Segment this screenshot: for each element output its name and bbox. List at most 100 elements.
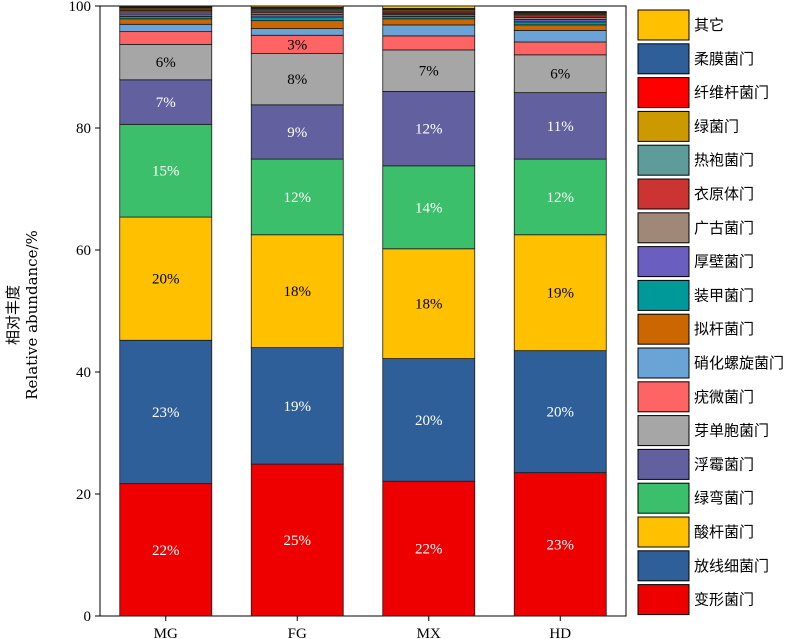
bar-segment [382, 480, 476, 617]
x-tick-label: FG [288, 626, 307, 639]
bar-segment-label: 11% [547, 119, 574, 135]
legend-swatch [637, 516, 690, 548]
bar-segment [382, 24, 476, 37]
legend-label: 其它 [694, 16, 724, 34]
legend-swatch [637, 381, 690, 413]
y-axis-label-english: Relative abundance/% [23, 230, 41, 400]
bar-segment-label: 6% [156, 55, 176, 71]
legend-swatch [637, 212, 690, 244]
y-tick-label: 20 [76, 487, 91, 503]
legend-item: 变形菌门 [637, 584, 754, 616]
legend-swatch [637, 9, 690, 41]
legend-item: 硝化螺旋菌门 [637, 347, 784, 379]
legend-item: 热袍菌门 [637, 144, 754, 176]
bar-segment-label: 9% [287, 125, 307, 141]
bar-segment [513, 158, 607, 236]
bar-segment-label: 15% [152, 164, 180, 180]
y-tick-label: 0 [84, 609, 92, 625]
bar-segment-label: 12% [284, 190, 312, 206]
y-tick-label: 40 [76, 365, 91, 381]
legend-swatch [637, 347, 690, 379]
legend-item: 绿菌门 [637, 110, 739, 142]
bar-segment-label: 7% [156, 95, 176, 111]
bar-segment-label: 3% [287, 37, 307, 53]
bar-segment [119, 5, 213, 8]
bars: 22% 23% 20% 15% 7% 6% 25% 19% 18% 12% 9% 8% 3% 22% 20%… [119, 5, 607, 617]
legend-label: 硝化螺旋菌门 [694, 354, 784, 372]
bar-segment-label: 22% [152, 543, 180, 559]
legend-swatch [637, 415, 690, 447]
legend-label: 热袍菌门 [694, 151, 754, 169]
legend-item: 装甲菌门 [637, 279, 754, 311]
bar-segment-label: 19% [547, 286, 575, 302]
legend-label: 绿菌门 [694, 117, 739, 135]
bar-stack-fg: 25% 19% 18% 12% 9% 8% 3% [250, 5, 344, 617]
bar-segment [382, 5, 476, 9]
bar-segment [513, 234, 607, 352]
bar-segment-label: 18% [415, 297, 443, 313]
legend-swatch [637, 110, 690, 142]
legend-swatch [637, 246, 690, 278]
bar-segment [250, 5, 344, 8]
legend-label: 芽单胞菌门 [694, 422, 769, 440]
bar-segment [382, 18, 476, 26]
bar-segment [119, 23, 213, 33]
legend-item: 酸杆菌门 [637, 516, 754, 548]
bar-segment [119, 44, 213, 81]
legend-item: 广古菌门 [637, 212, 754, 244]
bar-segment [250, 463, 344, 617]
bar-segment-label: 6% [550, 67, 570, 83]
legend-swatch [637, 550, 690, 582]
legend-swatch [637, 43, 690, 75]
bar-segment [250, 53, 344, 106]
legend-item: 厚壁菌门 [637, 246, 754, 278]
bar-segment [250, 20, 344, 29]
bar-segment-label: 23% [547, 537, 575, 553]
x-tick-label: MG [154, 626, 178, 639]
bar-segment-label: 8% [287, 72, 307, 88]
legend-label: 厚壁菌门 [694, 253, 754, 271]
bar-segment-label: 22% [415, 542, 443, 558]
bar-segment [119, 79, 213, 125]
legend-item: 柔膜菌门 [637, 43, 754, 75]
bar-segment [513, 350, 607, 474]
legend-label: 绿弯菌门 [694, 489, 754, 507]
bar-segment [119, 123, 213, 218]
bar-segment [382, 35, 476, 51]
legend-label: 疣微菌门 [694, 388, 754, 406]
bar-segment [513, 11, 607, 13]
bar-segment [250, 16, 344, 22]
legend-label: 变形菌门 [694, 591, 754, 609]
legend-label: 柔膜菌门 [694, 50, 754, 68]
bar-segment [119, 18, 213, 25]
legend-swatch [637, 482, 690, 514]
bar-segment [119, 216, 213, 341]
legend-item: 芽单胞菌门 [637, 415, 769, 447]
legend: 其它柔膜菌门纤维杆菌门绿菌门热袍菌门衣原体门广古菌门厚壁菌门装甲菌门拟杆菌门硝化… [637, 9, 784, 616]
bar-segment-label: 12% [415, 122, 443, 138]
legend-swatch [637, 144, 690, 176]
bar-segment [513, 472, 607, 617]
legend-label: 放线细菌门 [694, 557, 769, 575]
legend-item: 拟杆菌门 [637, 313, 754, 345]
legend-swatch [637, 448, 690, 480]
legend-label: 衣原体门 [694, 185, 754, 203]
bar-segment [250, 158, 344, 236]
bar-segment-label: 7% [419, 64, 439, 80]
legend-item: 浮霉菌门 [637, 448, 754, 480]
bar-segment [119, 339, 213, 485]
legend-label: 广古菌门 [694, 219, 754, 237]
legend-swatch [637, 584, 690, 616]
legend-swatch [637, 279, 690, 311]
bar-segment-label: 20% [547, 405, 575, 421]
y-axis-label-chinese: 相对丰度 [4, 285, 22, 345]
bar-segment [382, 91, 476, 167]
bar-stack-hd: 23% 20% 19% 12% 11% 6% [513, 11, 607, 617]
legend-item: 衣原体门 [637, 178, 754, 210]
plot-frame [99, 5, 627, 617]
legend-label: 拟杆菌门 [694, 320, 754, 338]
bar-segment [382, 358, 476, 482]
x-tick-label: MX [417, 626, 441, 639]
bar-stack-mg: 22% 23% 20% 15% 7% 6% [119, 5, 213, 617]
x-tick-label: HD [549, 626, 571, 639]
